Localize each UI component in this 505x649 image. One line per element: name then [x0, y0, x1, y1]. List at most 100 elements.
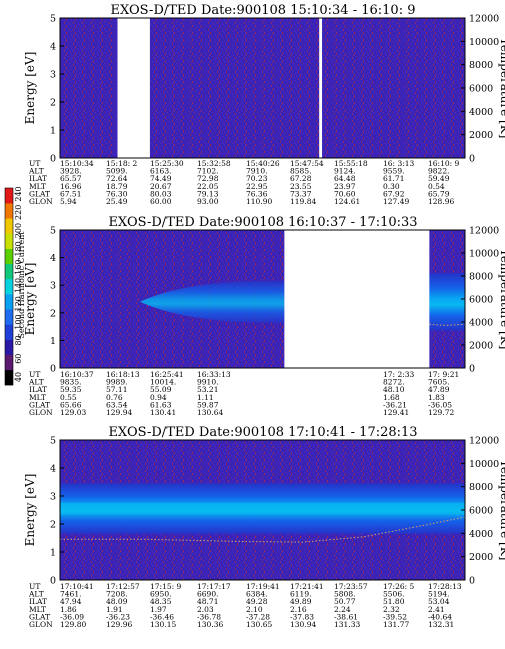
ephemeris-value: 53.04: [428, 597, 450, 606]
right-tick-label: 0: [469, 364, 475, 375]
ephemeris-value: 1.86: [60, 605, 77, 614]
y-tick-label: 3: [50, 281, 56, 292]
ephemeris-value: 0.76: [106, 393, 123, 402]
colorbar-tick-label: 100: [14, 314, 23, 329]
ephemeris-value: 0.55: [60, 393, 77, 402]
colorbar-tick-label: 140: [14, 278, 23, 293]
ephemeris-value: 15:40:26: [246, 159, 280, 168]
ephemeris-value: 16: 3:13: [383, 159, 415, 168]
intensity-band-core: [60, 502, 465, 515]
ephemeris-label: MLT: [29, 182, 46, 191]
ephemeris-label: GLAT: [29, 189, 50, 198]
y-tick-label: 0: [50, 576, 56, 587]
ephemeris-value: 17:26: 5: [383, 582, 415, 591]
ephemeris-value: 53.21: [197, 385, 218, 394]
ephemeris-value: 20.67: [150, 182, 172, 191]
ephemeris-value: 72.64: [106, 174, 128, 183]
colorbar-swatch: [5, 203, 13, 219]
ephemeris-value: 2.10: [246, 605, 263, 614]
colorbar-label: Second Harmonic Current: [17, 231, 26, 339]
ephemeris-label: ALT: [28, 378, 44, 387]
right-tick-label: 0: [469, 576, 475, 587]
ephemeris-label: MLT: [29, 393, 46, 402]
ephemeris-value: 5099.: [106, 167, 127, 176]
right-tick-label: 0: [469, 154, 475, 165]
ephemeris-value: 17: 2:33: [383, 370, 415, 379]
ephemeris-label: GLON: [29, 620, 53, 629]
ephemeris-value: 110.90: [246, 197, 272, 206]
ephemeris-value: 22.95: [246, 182, 268, 191]
ephemeris-value: 65.66: [60, 400, 82, 409]
ephemeris-value: 17:28:13: [428, 582, 462, 591]
ephemeris-value: 25.49: [106, 197, 128, 206]
ephemeris-value: 6384.: [246, 590, 267, 599]
ephemeris-value: 9124.: [334, 167, 355, 176]
colorbar-swatch: [5, 233, 13, 249]
ephemeris-value: 0.94: [150, 393, 167, 402]
ephemeris-value: 67.92: [383, 189, 405, 198]
right-tick-label: 6000: [469, 506, 493, 517]
ephemeris-value: 7910.: [246, 167, 267, 176]
spectrogram-panel-1: EXOS-D/TED Date:900108 15:10:34 - 16:10:…: [23, 3, 505, 206]
ephemeris-value: 73.37: [290, 189, 312, 198]
ephemeris-value: 16:10:37: [60, 370, 94, 379]
colorbar-swatch: [5, 263, 13, 280]
colorbar: 40 60 80 100 120 140 160 180 200 220 240 Second Ha…: [4, 186, 26, 386]
y-tick-label: 3: [50, 70, 56, 81]
ephemeris-value: 61.71: [383, 174, 404, 183]
y-tick-label: 2: [50, 98, 56, 109]
y-tick-label: 5: [50, 226, 56, 237]
ephemeris-value: 59.49: [428, 174, 450, 183]
ephemeris-value: 129.41: [383, 408, 409, 417]
ephemeris-value: 70.23: [246, 174, 268, 183]
y-tick-label: 4: [50, 253, 56, 264]
ephemeris-value: -36.78: [197, 612, 221, 621]
ephemeris-value: 74.49: [150, 174, 172, 183]
ephemeris-value: 15:18: 2: [106, 159, 138, 168]
ephemeris-value: 16:18:13: [106, 370, 140, 379]
ephemeris-value: 17: 9:21: [428, 370, 459, 379]
ephemeris-value: 2.41: [428, 605, 445, 614]
y-tick-label: 5: [50, 436, 56, 447]
ephemeris-label: ALT: [28, 167, 44, 176]
colorbar-swatch: [5, 218, 13, 234]
ephemeris-value: 15:47:54: [290, 159, 324, 168]
ephemeris-value: 64.48: [334, 174, 356, 183]
ephemeris-value: 131.33: [334, 620, 360, 629]
colorbar-tick-label: 80: [14, 335, 23, 345]
ephemeris-value: 129.72: [428, 408, 454, 417]
temperature-curve: [429, 323, 466, 326]
ephemeris-value: 61.63: [150, 400, 172, 409]
right-tick-label: 4000: [469, 318, 493, 329]
ephemeris-value: 51.80: [383, 597, 405, 606]
ephemeris-value: -37.28: [246, 612, 270, 621]
ephemeris-value: 48.10: [383, 385, 405, 394]
ephemeris-label: ILAT: [29, 385, 47, 394]
ephemeris-value: 7102.: [197, 167, 218, 176]
colorbar-tick-label: 200: [14, 223, 23, 238]
ephemeris-value: 80.03: [150, 189, 172, 198]
ephemeris-value: 129.80: [60, 620, 86, 629]
ephemeris-value: 5808.: [334, 590, 355, 599]
spectrogram-panel-3: EXOS-D/TED Date:900108 17:10:41 - 17:28:…: [23, 425, 505, 629]
ephemeris-label: GLON: [29, 408, 53, 417]
colorbar-tick-label: 120: [14, 296, 23, 311]
ephemeris-value: 128.96: [428, 197, 454, 206]
ephemeris-value: 3928.: [60, 167, 81, 176]
ephemeris-value: -39.52: [383, 612, 407, 621]
ephemeris-value: 17:19:41: [246, 582, 280, 591]
ephemeris-value: 65.79: [428, 189, 450, 198]
ephemeris-value: 18.79: [106, 182, 128, 191]
ephemeris-value: 16.96: [60, 182, 82, 191]
ephemeris-value: 0.54: [428, 182, 445, 191]
ephemeris-label: UT: [29, 582, 40, 591]
ephemeris-value: 55.09: [150, 385, 172, 394]
ephemeris-value: 93.00: [197, 197, 219, 206]
ephemeris-value: 49.89: [290, 597, 312, 606]
y-tick-label: 0: [50, 364, 56, 375]
ephemeris-value: -40.64: [428, 612, 452, 621]
ephemeris-value: 23.97: [334, 182, 356, 191]
data-gap: [117, 18, 150, 158]
right-tick-label: 2000: [469, 341, 493, 352]
ephemeris-value: 17:21:41: [290, 582, 324, 591]
